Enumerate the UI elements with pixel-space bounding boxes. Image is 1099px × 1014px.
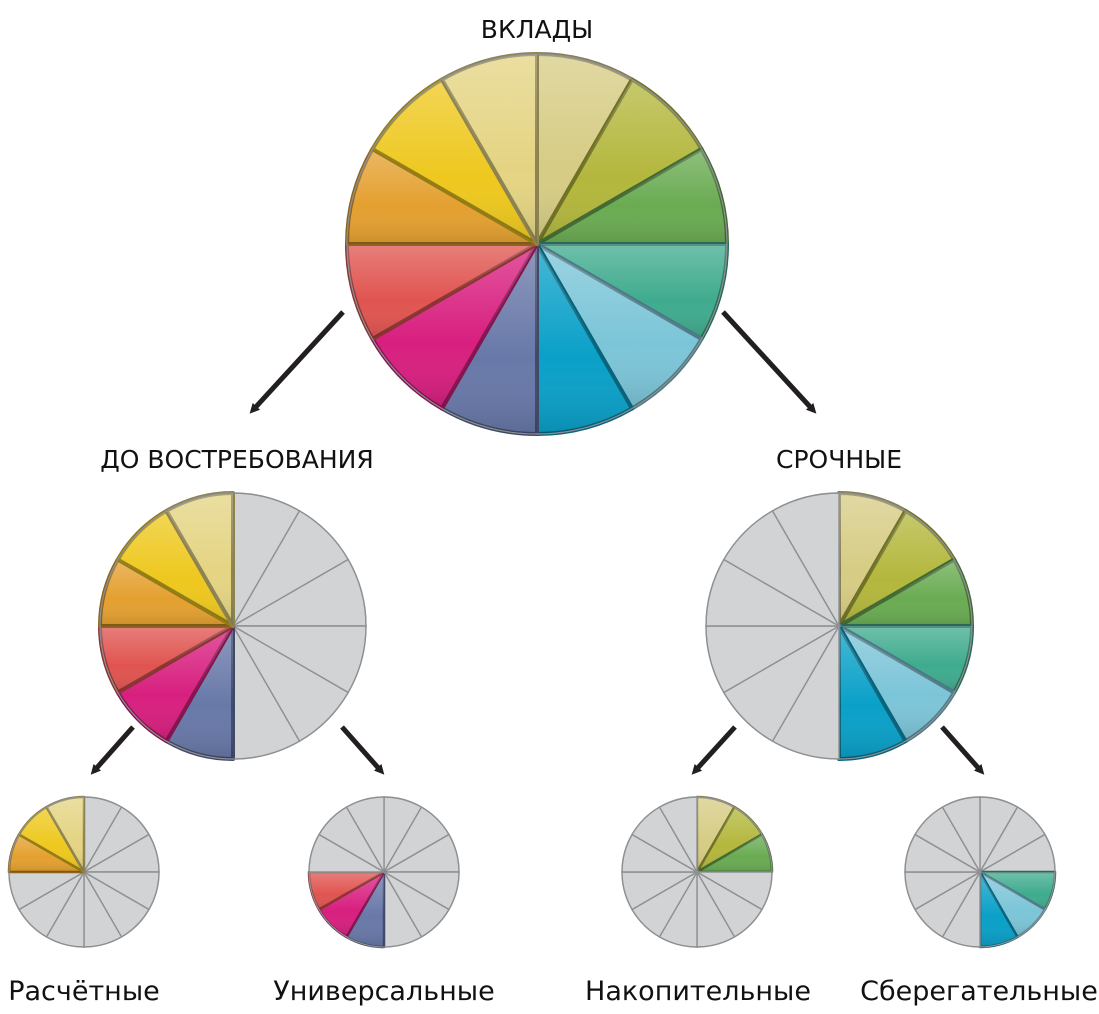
- wheel-segment-shading: [839, 510, 955, 626]
- leaf-label-universalnye: Универсальные: [273, 976, 494, 1007]
- wheel-segment-shading: [346, 872, 384, 947]
- leaf-label-sberegatelnye: Сберегательные: [860, 976, 1098, 1007]
- wheel-segment-shading: [537, 149, 727, 244]
- arrow-to-raschetnye: [90, 725, 135, 775]
- wheel-segment-shading: [980, 872, 1045, 937]
- wheel-rim: [99, 492, 367, 760]
- arrow-to-universalnye: [340, 725, 385, 775]
- wheel-segment-shading: [839, 559, 972, 626]
- wheel-segment-shading: [697, 807, 762, 872]
- wheel-nakopitelnye: [621, 795, 774, 948]
- root-label: ВКЛАДЫ: [481, 15, 593, 44]
- wheel-segment-shading: [537, 79, 702, 245]
- wheel-segment-shading: [839, 493, 906, 626]
- arrows: [90, 310, 985, 775]
- wheel-segment-shading: [980, 872, 1018, 947]
- wheel-segment-shading: [347, 149, 537, 244]
- wheel-segment-shading: [166, 493, 233, 626]
- wheel-segment-shading: [537, 244, 632, 434]
- wheel-segment-shading: [372, 244, 537, 409]
- wheel-segment-shading: [117, 626, 233, 742]
- wheel-segment-shading: [839, 626, 972, 693]
- wheel-sberegatelnye: [904, 796, 1057, 949]
- wheel-do-vostrebovaniya: [98, 491, 367, 761]
- wheel-segment-shading: [166, 626, 233, 759]
- wheel-segment-shading: [839, 626, 906, 759]
- wheel-segment-shading: [537, 54, 632, 244]
- wheel-segment-shading: [980, 872, 1055, 910]
- leaf-label-nakopitelnye: Накопительные: [585, 976, 811, 1007]
- wheel-segment-shading: [117, 510, 233, 626]
- arrow-to-sberegatelnye: [940, 725, 985, 775]
- wheel-segment-shading: [100, 559, 233, 626]
- arrow-to-nakopitelnye: [691, 725, 737, 775]
- wheel-segment-shading: [442, 244, 537, 434]
- branch-label-do-vostrebovaniya: ДО ВОСТРЕБОВАНИЯ: [100, 445, 374, 474]
- arrow-root-to-do-vostrebovaniya: [249, 310, 345, 414]
- wheel-rim: [8, 796, 160, 948]
- wheel-segment-shading: [46, 797, 84, 872]
- wheel-rim: [705, 492, 973, 760]
- wheel-raschetnye: [7, 795, 160, 948]
- wheel-segment-shading: [372, 79, 537, 245]
- wheel-rim: [621, 796, 773, 948]
- wheel-rim: [308, 796, 460, 948]
- wheel-vklady: [345, 52, 729, 436]
- wheel-segment-shading: [839, 626, 955, 742]
- wheel-segment-shading: [537, 244, 702, 409]
- wheel-segment-shading: [347, 244, 537, 339]
- arrow-root-to-srochnye: [721, 310, 817, 414]
- wheel-segment-shading: [697, 797, 735, 872]
- branch-label-srochnye: СРОЧНЫЕ: [776, 445, 902, 474]
- wheel-segment-shading: [537, 244, 727, 339]
- leaf-label-raschetnye: Расчётные: [8, 976, 160, 1007]
- wheel-segment-shading: [697, 834, 772, 872]
- wheel-segment-shading: [309, 872, 384, 910]
- wheel-srochnye: [705, 491, 974, 761]
- wheel-segment-shading: [19, 807, 84, 872]
- wheel-rim: [346, 53, 728, 435]
- wheel-rim: [904, 796, 1056, 948]
- wheel-segment-shading: [9, 834, 84, 872]
- wheel-segment-shading: [442, 54, 537, 244]
- wheel-segment-shading: [319, 872, 384, 937]
- wheel-segment-shading: [100, 626, 233, 693]
- wheel-universalnye: [307, 796, 460, 949]
